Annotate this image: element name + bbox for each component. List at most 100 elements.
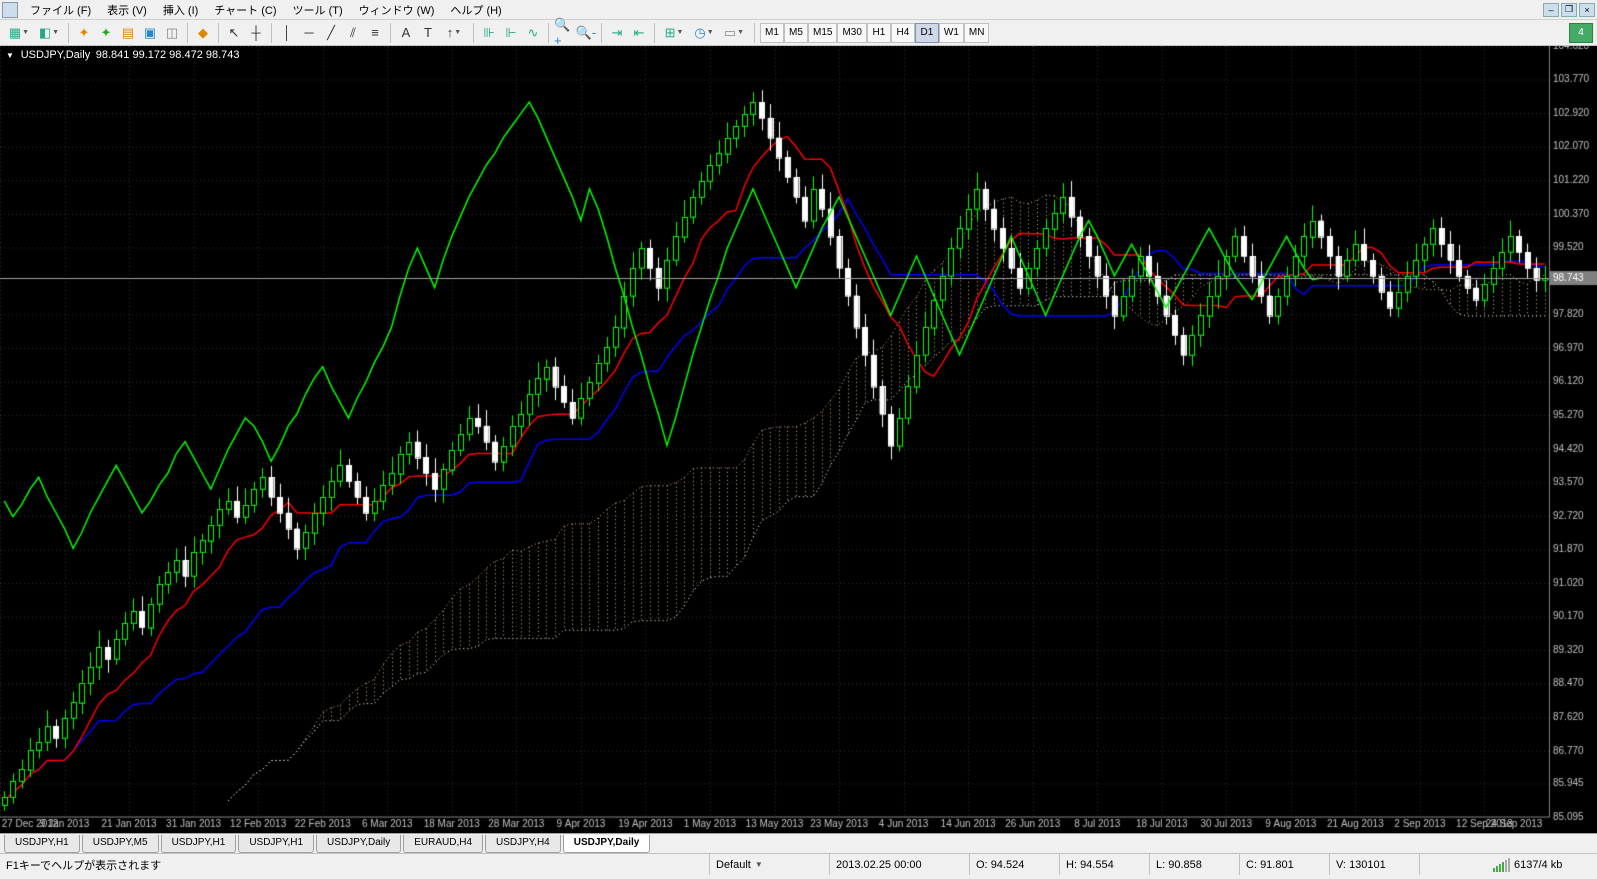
zoom-in-button[interactable]: 🔍+	[553, 22, 575, 44]
data-window-icon: ◫	[166, 25, 178, 41]
status-open: O: 94.524	[970, 854, 1060, 875]
timeframe-d1-button[interactable]: D1	[915, 23, 939, 43]
chart-tab[interactable]: USDJPY,H1	[161, 835, 237, 853]
status-profile[interactable]: Default▼	[710, 854, 830, 875]
cursor-button[interactable]: ↖	[223, 22, 245, 44]
chart-tab[interactable]: USDJPY,H1	[4, 835, 80, 853]
zoom-in-icon: 🔍+	[554, 17, 574, 48]
tester-icon: ▣	[144, 25, 156, 41]
mql-button[interactable]: 4	[1569, 23, 1593, 43]
arrows-button[interactable]: ↑▼	[439, 22, 469, 44]
menu-tools[interactable]: ツール (T)	[285, 0, 351, 20]
templates-icon: ▭	[724, 25, 736, 41]
restore-button[interactable]: ❐	[1561, 3, 1577, 17]
chart-tab[interactable]: USDJPY,M5	[82, 835, 159, 853]
status-high: H: 94.554	[1060, 854, 1150, 875]
chart-tab[interactable]: USDJPY,H1	[238, 835, 314, 853]
status-low: L: 90.858	[1150, 854, 1240, 875]
candle-chart-icon: ⊩	[505, 25, 516, 41]
status-close: C: 91.801	[1240, 854, 1330, 875]
statusbar: F1キーでヘルプが表示されます Default▼ 2013.02.25 00:0…	[0, 853, 1597, 875]
menu-window[interactable]: ウィンドウ (W)	[351, 0, 443, 20]
toolbar: ▦▼◧▼✦✦▤▣◫◆↖┼│─╱⫽≡AT↑▼⊪⊩∿🔍+🔍-⇥⇤⊞▼◷▼▭▼ M1M…	[0, 20, 1597, 46]
menu-insert[interactable]: 挿入 (I)	[155, 0, 206, 20]
timeframe-m5-button[interactable]: M5	[784, 23, 808, 43]
label-button[interactable]: T	[417, 22, 439, 44]
arrows-icon: ↑	[447, 25, 454, 40]
menu-view[interactable]: 表示 (V)	[99, 0, 155, 20]
fibo-icon: ≡	[371, 25, 379, 40]
timeframe-h1-button[interactable]: H1	[867, 23, 891, 43]
timeframe-h4-button[interactable]: H4	[891, 23, 915, 43]
menu-charts[interactable]: チャート (C)	[206, 0, 284, 20]
vline-icon: │	[283, 25, 291, 40]
data-window-button[interactable]: ◫	[161, 22, 183, 44]
cursor-icon: ↖	[229, 25, 240, 41]
zoom-out-icon: 🔍-	[576, 25, 597, 41]
timeframe-mn-button[interactable]: MN	[964, 23, 990, 43]
menubar: ファイル (F)表示 (V)挿入 (I)チャート (C)ツール (T)ウィンドウ…	[0, 0, 1597, 20]
profiles-button[interactable]: ◧▼	[34, 22, 64, 44]
fibo-button[interactable]: ≡	[364, 22, 386, 44]
line-chart-icon: ∿	[528, 25, 539, 41]
timeframe-w1-button[interactable]: W1	[939, 23, 964, 43]
templates-button[interactable]: ▭▼	[719, 22, 749, 44]
chart-tab[interactable]: USDJPY,Daily	[316, 835, 401, 853]
new-chart-icon: ▦	[9, 25, 21, 41]
terminal-button[interactable]: ▤	[117, 22, 139, 44]
zoom-out-button[interactable]: 🔍-	[575, 22, 597, 44]
chart-area[interactable]: ▼ USDJPY,Daily 98.841 99.172 98.472 98.7…	[0, 46, 1597, 833]
window-controls: ‒ ❐ ×	[1543, 3, 1595, 17]
app-icon	[2, 2, 18, 18]
chart-tab[interactable]: USDJPY,Daily	[563, 835, 651, 853]
status-volume: V: 130101	[1330, 854, 1420, 875]
hline-button[interactable]: ─	[298, 22, 320, 44]
channel-icon: ⫽	[350, 25, 356, 41]
status-datetime: 2013.02.25 00:00	[830, 854, 970, 875]
auto-scroll-button[interactable]: ⇥	[606, 22, 628, 44]
profiles-icon: ◧	[39, 25, 51, 41]
indicators-button[interactable]: ⊞▼	[659, 22, 689, 44]
symbol-text: USDJPY,Daily	[21, 49, 91, 61]
shift-button[interactable]: ⇤	[628, 22, 650, 44]
close-button[interactable]: ×	[1579, 3, 1595, 17]
channel-button[interactable]: ⫽	[342, 22, 364, 44]
status-connection[interactable]: 6137/4 kb	[1487, 854, 1597, 875]
timeframe-m15-button[interactable]: M15	[808, 23, 837, 43]
timeframe-m30-button[interactable]: M30	[837, 23, 866, 43]
menu-file[interactable]: ファイル (F)	[22, 0, 99, 20]
tester-button[interactable]: ▣	[139, 22, 161, 44]
ohlc-text: 98.841 99.172 98.472 98.743	[96, 49, 240, 61]
chart-menu-icon[interactable]: ▼	[6, 51, 14, 60]
new-order-button[interactable]: ◆	[192, 22, 214, 44]
line-chart-button[interactable]: ∿	[522, 22, 544, 44]
menu-help[interactable]: ヘルプ (H)	[442, 0, 509, 20]
navigator-icon: ✦	[101, 25, 112, 41]
navigator-button[interactable]: ✦	[95, 22, 117, 44]
new-order-icon: ◆	[198, 25, 208, 41]
candle-chart-button[interactable]: ⊩	[500, 22, 522, 44]
trendline-button[interactable]: ╱	[320, 22, 342, 44]
new-chart-button[interactable]: ▦▼	[4, 22, 34, 44]
hline-icon: ─	[304, 25, 313, 40]
periodicity-icon: ◷	[694, 25, 705, 41]
chart-canvas[interactable]	[0, 46, 1597, 833]
shift-icon: ⇤	[634, 25, 645, 41]
chart-tab[interactable]: USDJPY,H4	[485, 835, 561, 853]
vline-button[interactable]: │	[276, 22, 298, 44]
auto-scroll-icon: ⇥	[612, 25, 623, 41]
connection-bars-icon	[1493, 858, 1510, 872]
status-help: F1キーでヘルプが表示されます	[0, 854, 710, 875]
chart-tab[interactable]: EURAUD,H4	[403, 835, 483, 853]
timeframe-m1-button[interactable]: M1	[760, 23, 784, 43]
text-icon: A	[402, 25, 411, 40]
text-button[interactable]: A	[395, 22, 417, 44]
bar-chart-button[interactable]: ⊪	[478, 22, 500, 44]
periodicity-button[interactable]: ◷▼	[689, 22, 719, 44]
terminal-icon: ▤	[122, 25, 134, 41]
crosshair-button[interactable]: ┼	[245, 22, 267, 44]
market-watch-icon: ✦	[79, 25, 90, 41]
market-watch-button[interactable]: ✦	[73, 22, 95, 44]
minimize-button[interactable]: ‒	[1543, 3, 1559, 17]
indicators-icon: ⊞	[665, 25, 676, 41]
